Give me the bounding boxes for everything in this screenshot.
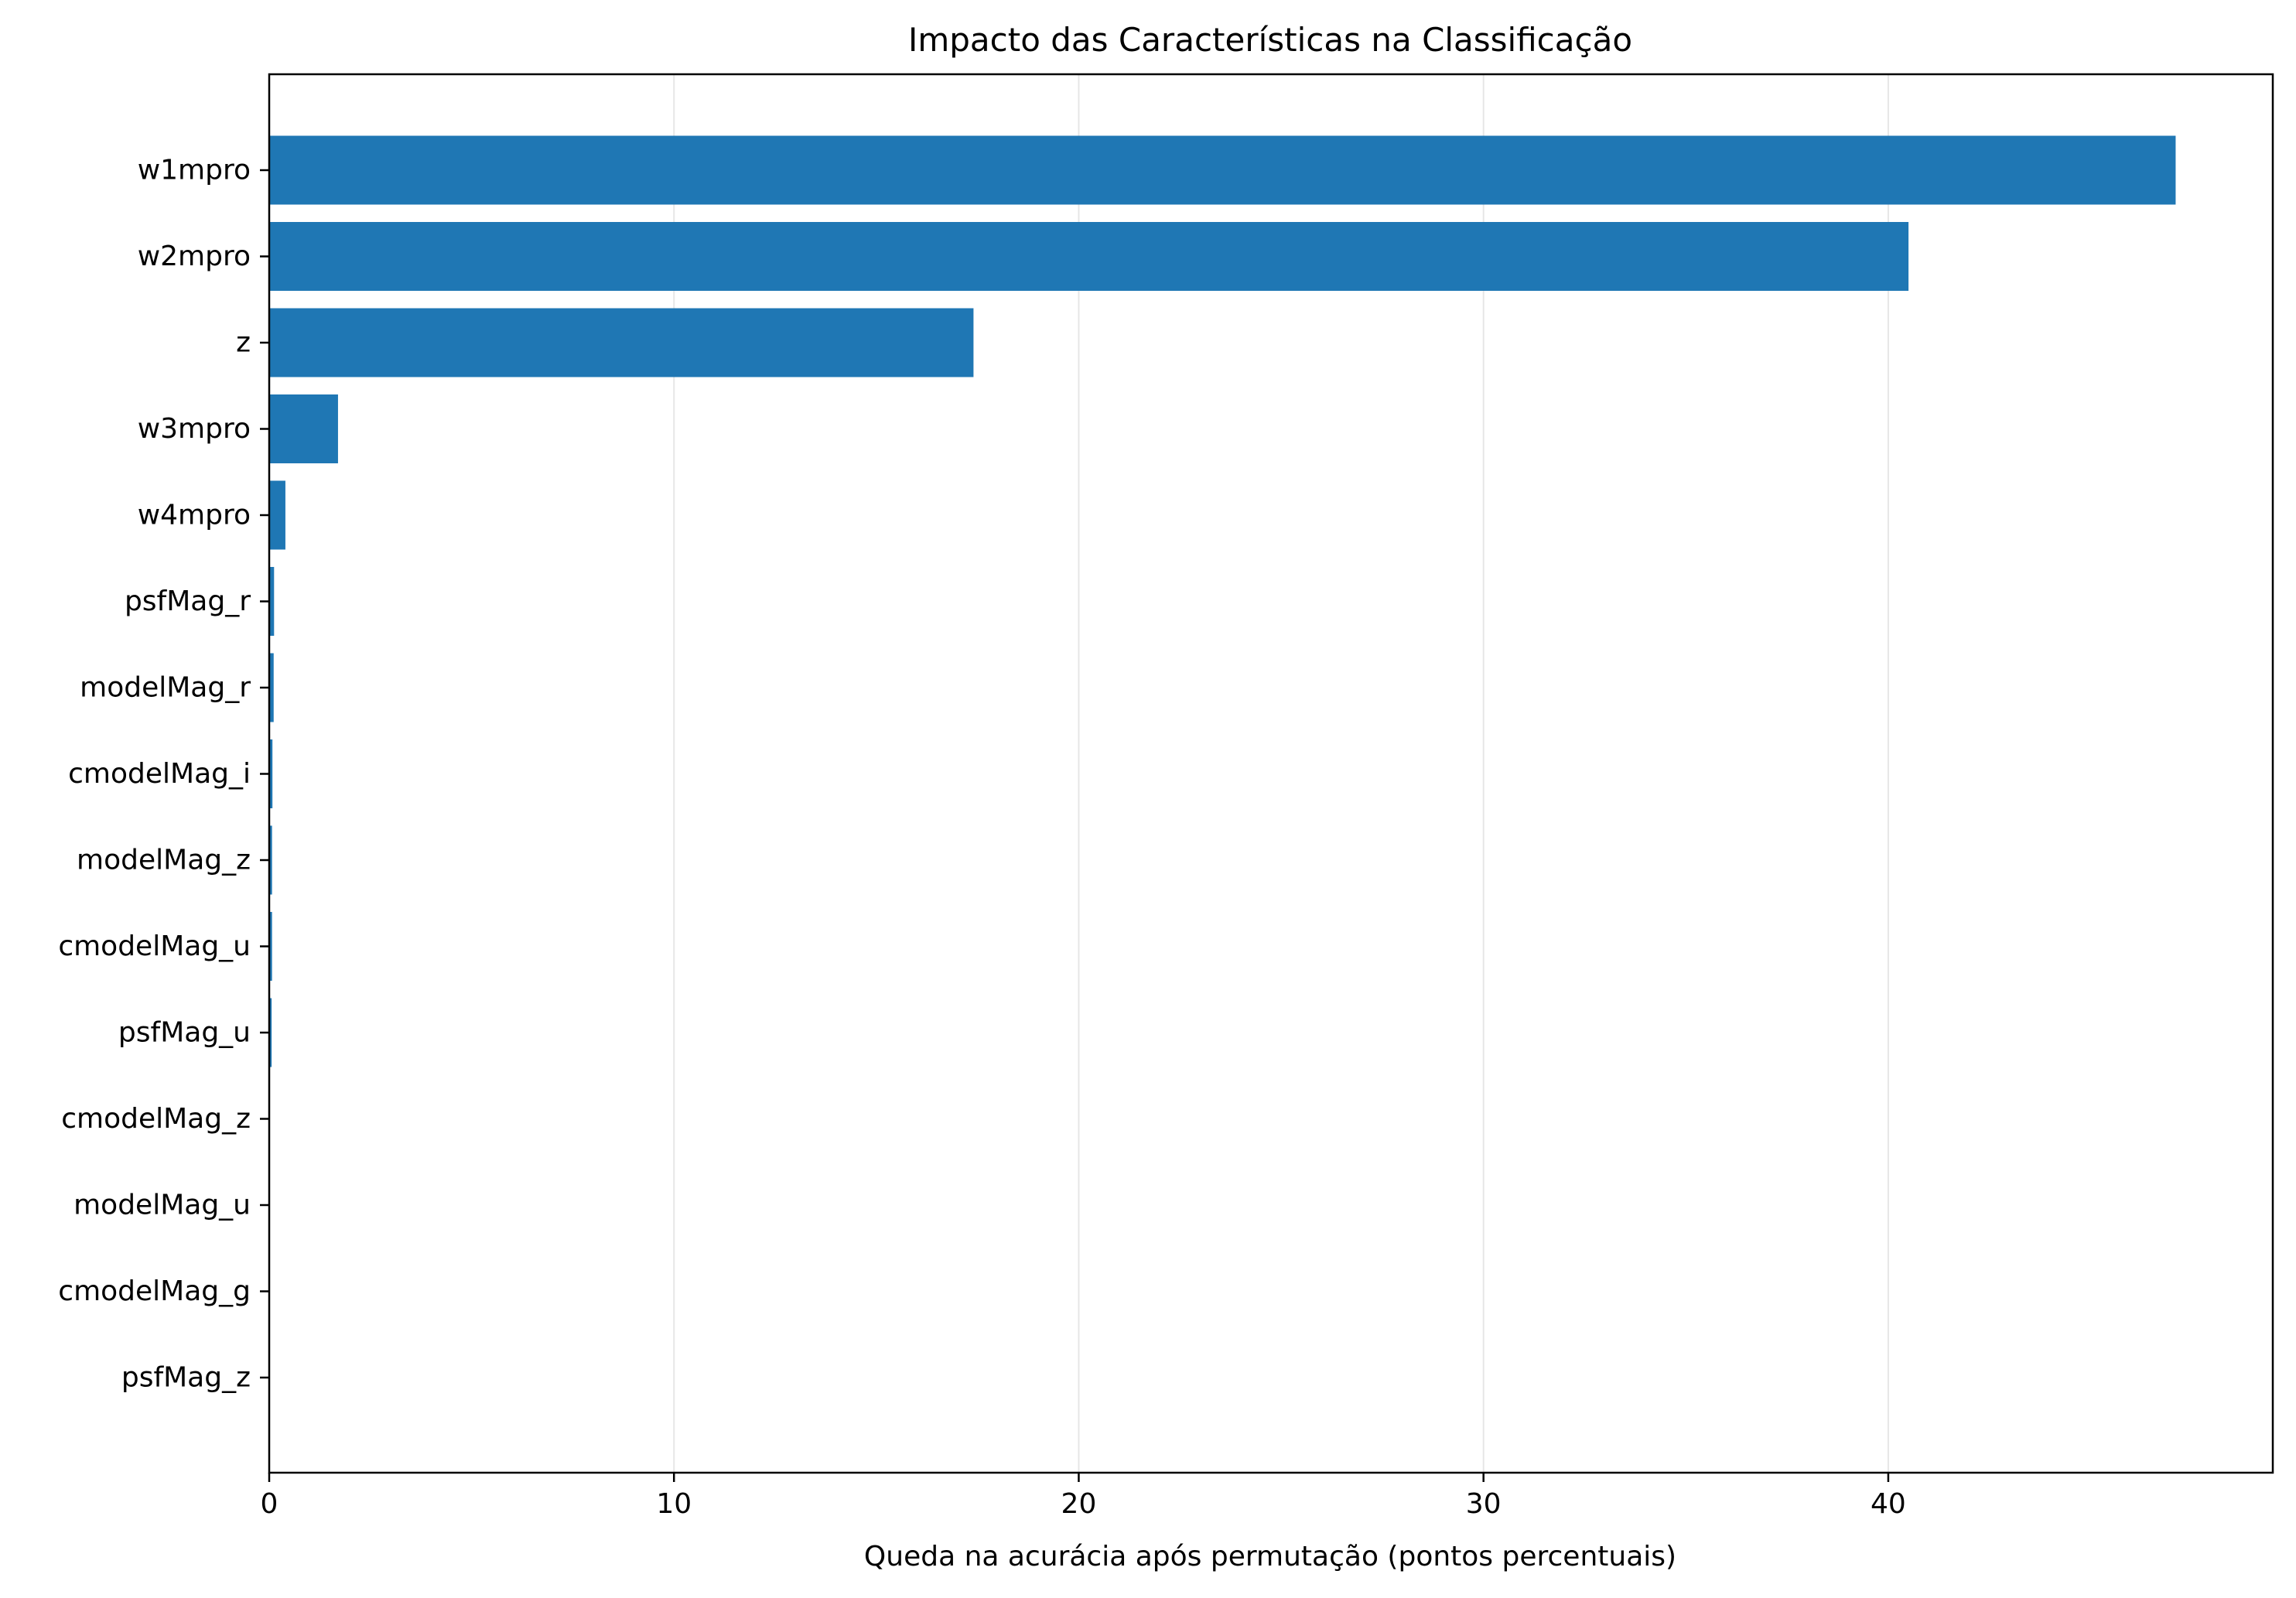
y-axis: w1mpro w2mpro z w3mpro w4mpro psfMag_r modelMa… bbox=[58, 155, 269, 1394]
chart-title: Impacto das Características na Classific… bbox=[908, 21, 1632, 59]
bars bbox=[269, 135, 2176, 1412]
y-tick-label-psfMag_z: psfMag_z bbox=[121, 1362, 251, 1394]
bar-psfMag_r bbox=[269, 567, 275, 636]
y-tick-label-w3mpro: w3mpro bbox=[138, 413, 251, 445]
bar-w1mpro bbox=[269, 135, 2176, 205]
x-tick-label-3: 30 bbox=[1466, 1488, 1502, 1520]
bar-w4mpro bbox=[269, 480, 285, 550]
y-tick-label-modelMag_u: modelMag_u bbox=[73, 1190, 251, 1221]
y-tick-label-cmodelMag_g: cmodelMag_g bbox=[58, 1275, 251, 1307]
bar-modelMag_z bbox=[269, 825, 272, 895]
bar-cmodelMag_u bbox=[269, 912, 272, 981]
bar-w3mpro bbox=[269, 394, 338, 463]
y-tick-label-w2mpro: w2mpro bbox=[138, 241, 251, 272]
x-axis: 0 10 20 30 40 bbox=[261, 1473, 1906, 1520]
bar-cmodelMag_i bbox=[269, 739, 273, 808]
bar-psfMag_u bbox=[269, 998, 272, 1067]
y-tick-label-cmodelMag_z: cmodelMag_z bbox=[61, 1103, 251, 1135]
y-tick-label-psfMag_r: psfMag_r bbox=[125, 586, 251, 617]
bar-z bbox=[269, 308, 974, 377]
bar-w2mpro bbox=[269, 222, 1909, 291]
y-tick-label-z: z bbox=[236, 327, 251, 359]
x-tick-label-0: 0 bbox=[261, 1488, 278, 1520]
bar-modelMag_r bbox=[269, 653, 274, 722]
x-tick-label-1: 10 bbox=[656, 1488, 692, 1520]
y-tick-label-psfMag_u: psfMag_u bbox=[118, 1017, 251, 1049]
y-tick-label-w4mpro: w4mpro bbox=[138, 500, 251, 531]
x-tick-label-4: 40 bbox=[1871, 1488, 1906, 1520]
y-tick-label-modelMag_r: modelMag_r bbox=[80, 672, 251, 704]
x-axis-label: Queda na acurácia após permutação (ponto… bbox=[864, 1541, 1676, 1572]
y-tick-label-modelMag_z: modelMag_z bbox=[77, 845, 251, 876]
x-tick-label-2: 20 bbox=[1061, 1488, 1097, 1520]
y-tick-label-cmodelMag_u: cmodelMag_u bbox=[58, 930, 251, 962]
y-tick-label-w1mpro: w1mpro bbox=[138, 155, 251, 186]
y-tick-label-cmodelMag_i: cmodelMag_i bbox=[68, 758, 251, 790]
